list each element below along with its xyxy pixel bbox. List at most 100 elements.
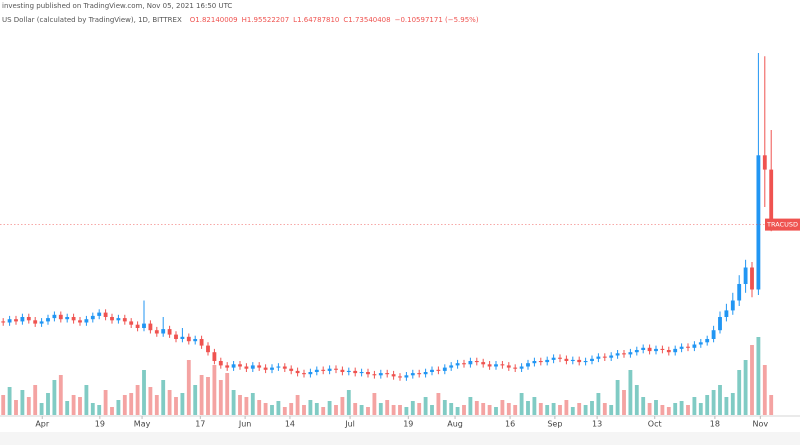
candle-body (167, 329, 172, 335)
volume-bar (314, 403, 319, 415)
candle-body (430, 369, 434, 372)
candle-body (218, 361, 223, 366)
candle-body (762, 155, 767, 170)
candle-body (455, 363, 460, 366)
candle-body (654, 348, 658, 352)
volume-bar (327, 401, 332, 415)
candle-body (590, 358, 594, 361)
candle-body (282, 366, 287, 369)
candle-body (750, 267, 754, 290)
x-tick-label: 18 (710, 420, 720, 429)
candle-body (353, 370, 358, 374)
x-tick-label: Nov (753, 420, 769, 429)
volume-bar (743, 360, 748, 415)
symbol-title: US Dollar (calculated by TradingView), 1… (2, 16, 182, 24)
candle-body (423, 372, 428, 375)
volume-bar (250, 393, 255, 415)
volume-bar (244, 397, 249, 415)
candle-body (33, 320, 38, 324)
candle-body (769, 169, 774, 225)
volume-bar (468, 397, 473, 415)
candle-body (244, 366, 249, 369)
volume-bar (737, 370, 742, 415)
ohlc-value: L1.64787810 (293, 16, 339, 24)
candle-body (346, 370, 351, 372)
volume-bar (340, 397, 345, 415)
candle-body (14, 319, 18, 322)
volume-bar (186, 360, 191, 415)
volume-bar (455, 407, 460, 415)
candle-body (500, 364, 505, 366)
candle-body (602, 356, 607, 358)
volume-bar (167, 390, 172, 415)
price-tag (765, 218, 800, 231)
candle-body (334, 368, 338, 370)
candle-body (398, 376, 402, 378)
volume-bar (410, 401, 415, 415)
x-tick-label: May (134, 420, 151, 429)
candle-body (756, 155, 761, 290)
candle-body (545, 359, 550, 363)
candle-body (263, 367, 268, 370)
candle-body (206, 345, 210, 353)
volume-bar (577, 403, 582, 415)
volume-bar (103, 390, 108, 415)
volume-bar (97, 405, 102, 415)
volume-bar (52, 380, 57, 415)
candle-body (295, 370, 300, 374)
candle-body (7, 319, 12, 323)
volume-bar (1, 395, 6, 415)
candle-body (558, 357, 562, 359)
candle-body (116, 318, 121, 321)
volume-bar (628, 370, 633, 415)
volume-bar (698, 403, 703, 415)
candle-body (570, 359, 575, 361)
volume-bar (78, 397, 82, 415)
candle-body (193, 339, 198, 342)
candle-body (526, 363, 530, 367)
volume-bar (622, 390, 626, 415)
volume-bar (423, 397, 428, 415)
volume-bar (596, 393, 601, 415)
volume-bar (135, 385, 140, 415)
candle-body (724, 310, 729, 317)
x-tick-label: 13 (592, 420, 602, 429)
candle-body (276, 366, 281, 368)
candle-body (289, 368, 294, 371)
volume-bar (641, 397, 646, 415)
volume-bar (263, 403, 268, 415)
volume-bar (532, 397, 537, 415)
candle-body (314, 369, 319, 372)
volume-bar (538, 403, 543, 415)
volume-bar (33, 385, 38, 415)
volume-bar (353, 403, 358, 415)
volume-bar (58, 375, 63, 415)
volume-bar (692, 397, 697, 415)
volume-bar (487, 405, 492, 415)
x-tick-label: 14 (285, 420, 295, 429)
volume-bar (474, 401, 479, 415)
volume-bar (506, 403, 511, 415)
ohlc-value: H1.95522207 (242, 16, 290, 24)
candle-body (378, 373, 383, 376)
candle-body (84, 319, 89, 323)
candle-body (686, 346, 690, 348)
volume-bar (391, 405, 396, 415)
candle-body (270, 367, 274, 370)
volume-bar (180, 393, 185, 415)
candle-body (449, 365, 454, 368)
volume-bar (308, 400, 313, 415)
volume-bar (174, 397, 178, 415)
candle-body (302, 373, 306, 375)
candle-body (186, 336, 191, 342)
volume-bar (654, 400, 658, 415)
candle-body (257, 365, 262, 368)
volume-bar (46, 393, 50, 415)
candle-body (462, 363, 466, 365)
candle-body (698, 342, 703, 345)
candle-body (366, 372, 370, 375)
candle-body (110, 317, 114, 321)
candle-body (161, 329, 166, 334)
volume-bar (609, 405, 614, 415)
